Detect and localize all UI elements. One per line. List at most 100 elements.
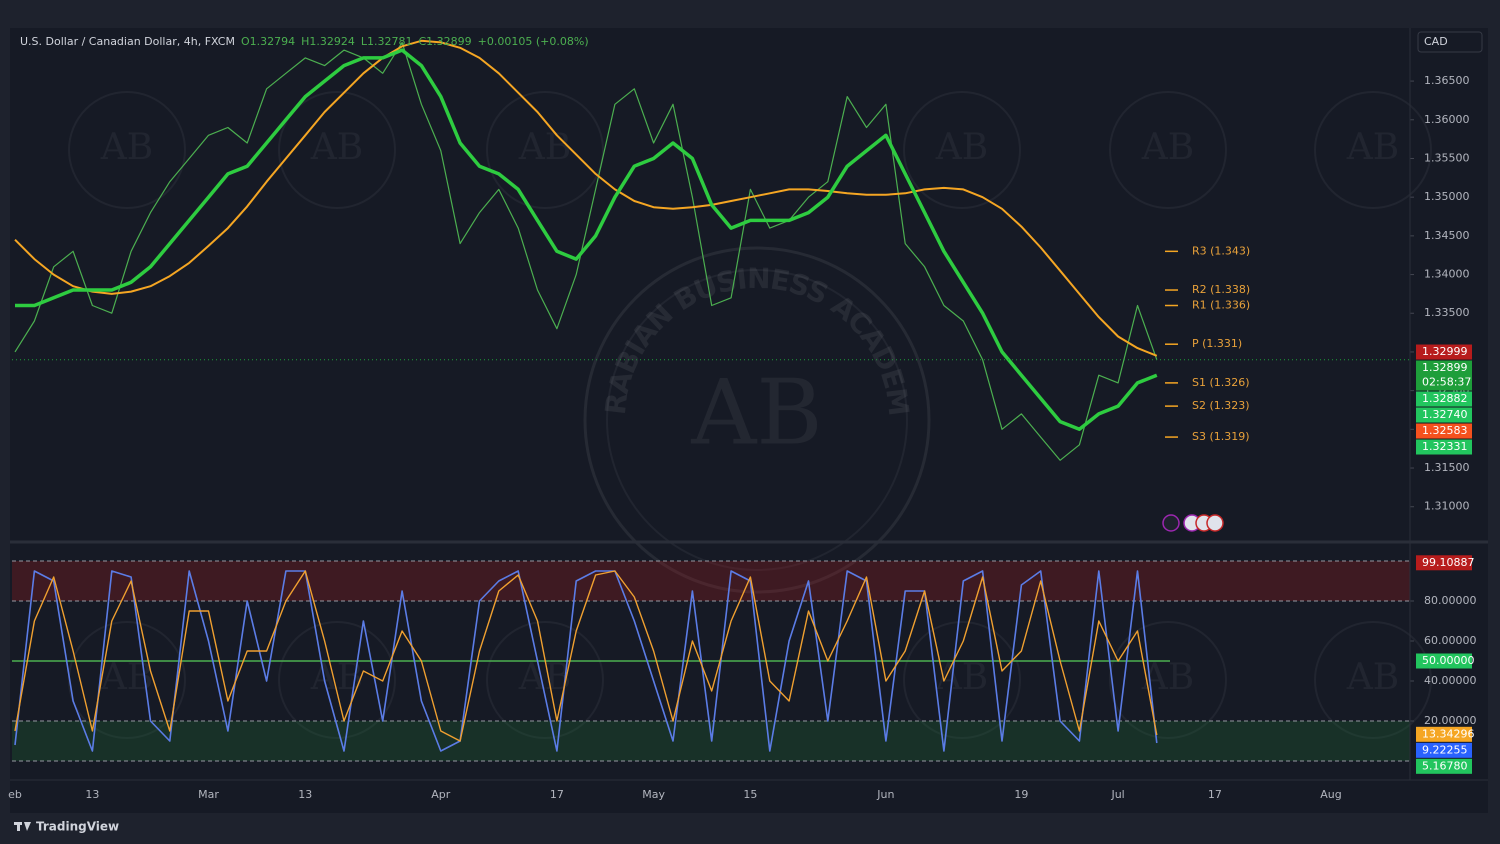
price-tag bbox=[1416, 742, 1472, 758]
price-tag bbox=[1416, 439, 1472, 455]
countdown: 02:58:37 bbox=[1422, 376, 1471, 389]
watermark-ring bbox=[486, 621, 604, 739]
watermark-ring bbox=[1109, 91, 1227, 209]
x-tick-label: Mar bbox=[198, 788, 219, 801]
x-tick-label: Apr bbox=[431, 788, 451, 801]
y-tick-label: 40.00000 bbox=[1424, 674, 1477, 687]
price-tag bbox=[1416, 344, 1472, 360]
x-tick-label: 13 bbox=[298, 788, 312, 801]
price-tag bbox=[1416, 423, 1472, 439]
event-icon[interactable] bbox=[1206, 514, 1224, 532]
currency-box[interactable] bbox=[1417, 31, 1483, 53]
y-tick-label: 1.36000 bbox=[1424, 113, 1470, 126]
price-tag-label: 1.32899 bbox=[1422, 361, 1468, 374]
price-tag bbox=[1416, 407, 1472, 423]
watermark-ring bbox=[1314, 91, 1432, 209]
ohlc-value: H1.32924 bbox=[301, 35, 355, 48]
watermark-ring bbox=[278, 91, 396, 209]
currency[interactable]: CAD bbox=[1424, 35, 1448, 48]
series-line bbox=[14, 570, 1158, 752]
watermark-ring bbox=[903, 621, 1021, 739]
symbol-title: U.S. Dollar / Canadian Dollar, 4h, FXCM bbox=[20, 35, 235, 48]
x-tick-label: eb bbox=[8, 788, 22, 801]
price-tag bbox=[1416, 653, 1472, 669]
plot: 1.310001.315001.320001.325001.330001.335… bbox=[12, 39, 1477, 774]
chart-area bbox=[10, 28, 1488, 813]
pivot-label: R2 (1.338) bbox=[1192, 283, 1250, 296]
ohlc-value: C1.32899 bbox=[419, 35, 472, 48]
ohlc-value: L1.32781 bbox=[361, 35, 413, 48]
y-tick-label: 1.36500 bbox=[1424, 74, 1470, 87]
y-tick-label: 20.00000 bbox=[1424, 714, 1477, 727]
x-tick-label: Jul bbox=[1110, 788, 1124, 801]
price-tag-label: 5.16780 bbox=[1422, 759, 1468, 772]
x-tick-label: 19 bbox=[1014, 788, 1028, 801]
pivot-label: S3 (1.319) bbox=[1192, 430, 1250, 443]
y-tick-label: 1.35000 bbox=[1424, 190, 1470, 203]
y-tick-label: 1.31000 bbox=[1424, 500, 1470, 513]
price-tag bbox=[1416, 391, 1472, 407]
overbought-band bbox=[12, 561, 1410, 601]
x-tick-label: Jun bbox=[876, 788, 894, 801]
brand-logo bbox=[14, 822, 31, 831]
price-tag-label: 99.10887 bbox=[1422, 556, 1475, 569]
x-tick-label: May bbox=[642, 788, 665, 801]
watermark-logo: AB bbox=[518, 127, 571, 168]
watermark-ring bbox=[903, 91, 1021, 209]
pivot-label: P (1.331) bbox=[1192, 337, 1242, 350]
y-tick-label: 1.34500 bbox=[1424, 229, 1470, 242]
watermark-logo: AB bbox=[1346, 657, 1399, 698]
watermark-logo: AB bbox=[1141, 127, 1194, 168]
price-tag-label: 1.32740 bbox=[1422, 408, 1468, 421]
series-line bbox=[14, 39, 1158, 357]
price-tag-label: 50.00000 bbox=[1422, 654, 1475, 667]
price-tag bbox=[1416, 555, 1472, 571]
y-tick-label: 1.33500 bbox=[1424, 306, 1470, 319]
x-tick-label: Aug bbox=[1320, 788, 1341, 801]
pivot-label: R3 (1.343) bbox=[1192, 244, 1250, 257]
price-tag bbox=[1416, 726, 1472, 742]
logo-part bbox=[17, 822, 20, 831]
y-tick-label: 1.35500 bbox=[1424, 151, 1470, 164]
price-tag-label: 1.32882 bbox=[1422, 392, 1468, 405]
watermark-logo: AB bbox=[935, 127, 988, 168]
y-tick-label: 1.31500 bbox=[1424, 461, 1470, 474]
price-tag bbox=[1416, 758, 1472, 774]
watermark-ring bbox=[606, 269, 908, 571]
watermark-logo: AB bbox=[100, 127, 153, 168]
y-tick-label: 80.00000 bbox=[1424, 594, 1477, 607]
series-line bbox=[15, 48, 1158, 432]
pivot-label: S2 (1.323) bbox=[1192, 399, 1250, 412]
price-tag-label: 1.32583 bbox=[1422, 424, 1468, 437]
price-tag-label: 1.32331 bbox=[1422, 440, 1468, 453]
watermark-ring bbox=[1314, 621, 1432, 739]
ohlc-value: O1.32794 bbox=[241, 35, 295, 48]
x-tick-label: 15 bbox=[743, 788, 757, 801]
x-tick-label: 17 bbox=[1208, 788, 1222, 801]
watermark-ring bbox=[68, 91, 186, 209]
watermark-ring bbox=[278, 621, 396, 739]
price-tag bbox=[1416, 360, 1472, 391]
series-line bbox=[14, 570, 1158, 742]
y-tick-label: 60.00000 bbox=[1424, 634, 1477, 647]
brand: TradingView bbox=[36, 820, 119, 834]
event-icon[interactable] bbox=[1162, 514, 1180, 532]
pivot-label: S1 (1.326) bbox=[1192, 376, 1250, 389]
price-tag-label: 13.34296 bbox=[1422, 727, 1475, 740]
legend: U.S. Dollar / Canadian Dollar, 4h, FXCM O… bbox=[20, 35, 589, 48]
series-line bbox=[14, 41, 1158, 461]
y-tick-label: 1.34000 bbox=[1424, 268, 1470, 281]
ohlc-value: +0.00105 (+0.08%) bbox=[478, 35, 589, 48]
watermark-ring bbox=[486, 91, 604, 209]
logo-part bbox=[24, 822, 31, 831]
event-icons[interactable] bbox=[1162, 514, 1224, 532]
watermark-logo: AB bbox=[310, 127, 363, 168]
watermark-logo: AB bbox=[690, 360, 822, 465]
pivot-label: R1 (1.336) bbox=[1192, 299, 1250, 312]
price-tag-label: 9.22255 bbox=[1422, 743, 1468, 756]
x-tick-label: 13 bbox=[85, 788, 99, 801]
watermark-ring bbox=[1109, 621, 1227, 739]
watermark-ring bbox=[583, 246, 931, 594]
x-tick-label: 17 bbox=[550, 788, 564, 801]
